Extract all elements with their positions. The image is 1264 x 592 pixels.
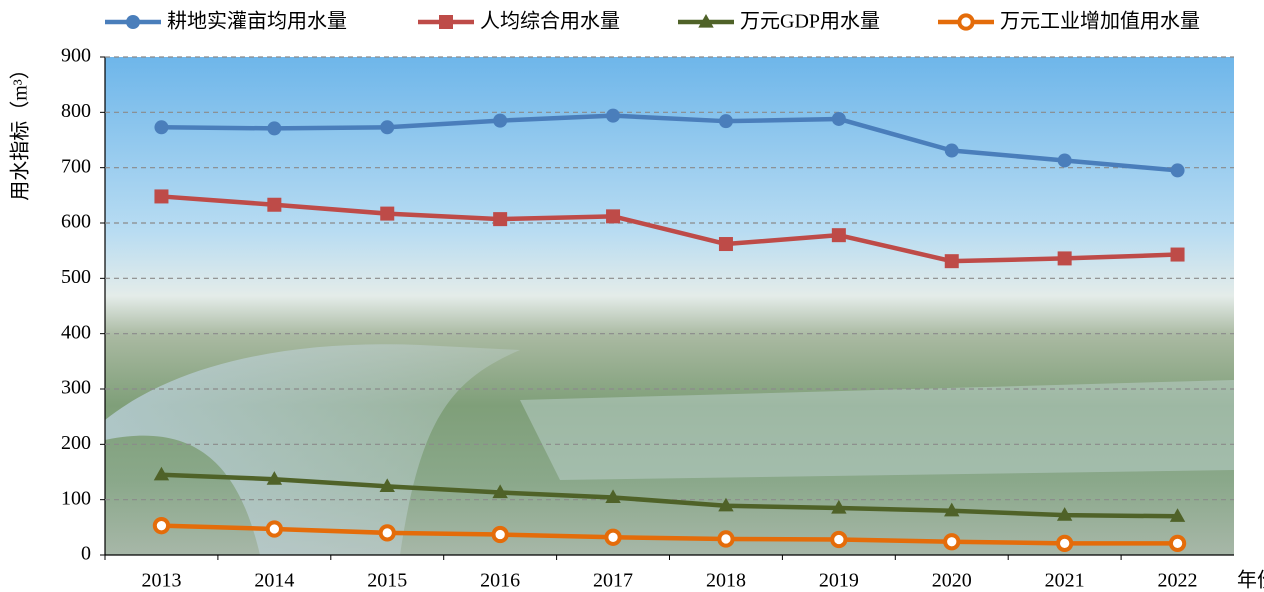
marker	[154, 120, 169, 135]
legend-marker	[698, 13, 714, 28]
river	[105, 344, 520, 555]
marker	[606, 108, 621, 123]
legend-label: 万元工业增加值用水量	[1000, 10, 1200, 33]
marker	[379, 478, 395, 492]
x-tick-label: 2020	[932, 570, 972, 592]
marker	[267, 121, 282, 136]
x-tick-label: 2019	[819, 570, 859, 592]
x-tick-label: 2021	[1045, 570, 1085, 592]
marker	[831, 499, 847, 514]
y-tick-label: 200	[61, 432, 91, 454]
legend-marker	[126, 15, 140, 29]
x-tick-label: 2017	[593, 570, 633, 592]
legend-label: 耕地实灌亩均用水量	[167, 10, 347, 33]
y-tick-label: 700	[61, 155, 91, 177]
marker	[154, 189, 169, 204]
marker	[605, 489, 621, 504]
marker	[1170, 163, 1185, 178]
marker	[493, 212, 508, 227]
marker	[265, 520, 284, 538]
marker	[944, 254, 959, 269]
y-axis-label: 用水指标（m³）	[9, 59, 32, 201]
y-tick-label: 400	[61, 321, 91, 343]
series-line	[161, 523, 1178, 546]
y-tick-label: 900	[61, 45, 91, 67]
marker	[1056, 507, 1073, 521]
legend-label: 万元GDP用水量	[740, 10, 880, 33]
x-tick-label: 2014	[254, 570, 294, 592]
x-tick-label: 2015	[367, 570, 407, 592]
marker	[831, 228, 846, 243]
marker	[718, 114, 733, 129]
marker	[944, 502, 960, 517]
x-tick-label: 2016	[480, 570, 520, 592]
marker	[493, 113, 508, 128]
marker	[1056, 534, 1074, 553]
marker	[606, 209, 621, 224]
y-tick-label: 800	[61, 100, 91, 122]
x-tick-label: 2022	[1158, 570, 1198, 592]
marker	[944, 143, 959, 158]
marker	[152, 517, 171, 535]
marker	[491, 525, 509, 544]
marker	[266, 471, 283, 485]
series-line	[161, 194, 1178, 264]
ponds	[520, 380, 1234, 480]
marker	[380, 206, 395, 221]
legend-label: 人均综合用水量	[480, 10, 620, 33]
x-tick-label: 2013	[141, 570, 181, 592]
marker	[378, 524, 396, 542]
marker	[604, 528, 622, 546]
series-line	[161, 113, 1178, 173]
marker	[831, 111, 846, 126]
legend-marker	[957, 13, 975, 31]
marker	[718, 497, 734, 512]
marker	[492, 484, 508, 499]
x-axis-label: 年份	[1237, 569, 1264, 592]
y-tick-label: 100	[61, 487, 91, 509]
y-tick-label: 0	[81, 543, 91, 565]
marker	[153, 466, 170, 481]
marker	[1168, 534, 1187, 553]
marker	[267, 197, 282, 212]
marker	[717, 530, 735, 548]
legend-marker	[439, 15, 453, 29]
marker	[380, 120, 395, 135]
marker	[943, 533, 961, 551]
y-tick-label: 300	[61, 377, 91, 399]
series-line	[161, 472, 1178, 519]
marker	[1057, 153, 1072, 168]
marker	[830, 530, 848, 549]
y-tick-label: 500	[61, 266, 91, 288]
marker	[718, 237, 733, 252]
y-tick-label: 600	[61, 211, 91, 233]
x-tick-label: 2018	[706, 570, 746, 592]
marker	[1170, 247, 1185, 262]
marker	[1169, 508, 1186, 522]
marker	[1057, 251, 1072, 266]
